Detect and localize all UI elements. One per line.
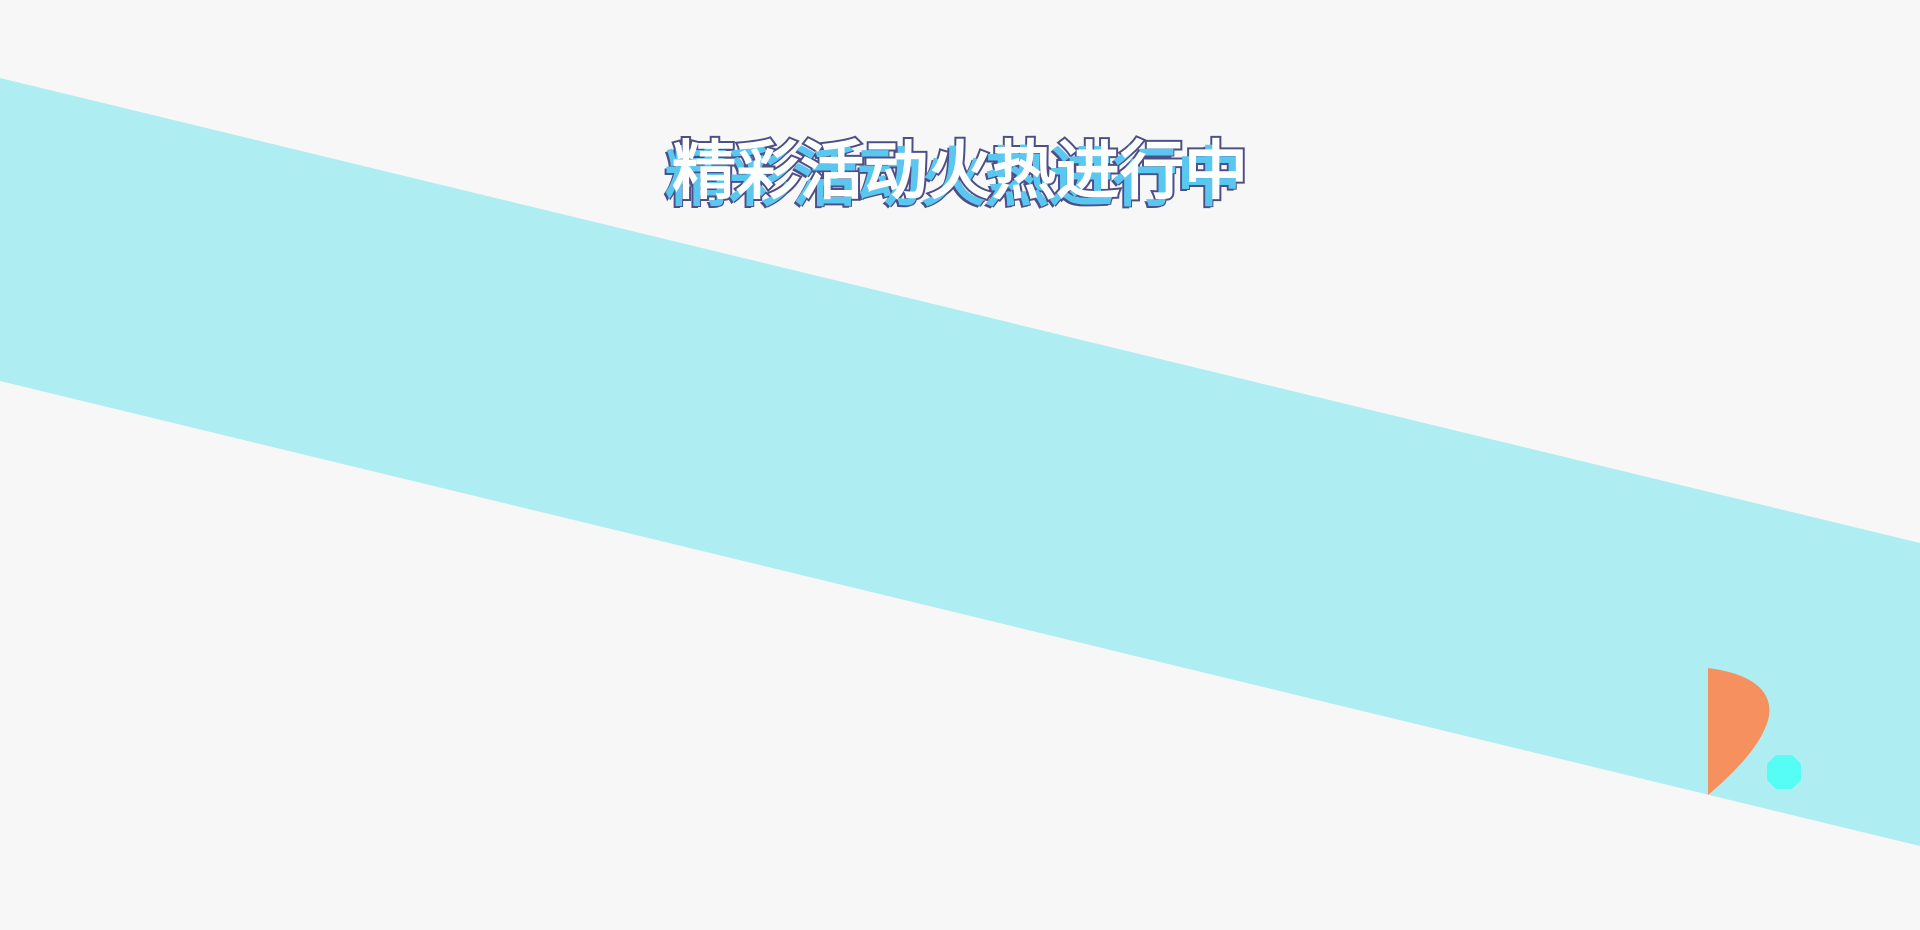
diagonal-band [0,78,1920,846]
leaf-icon [1708,668,1770,795]
octagon-dot-icon [1767,755,1801,789]
promo-headline: 精彩活动火热进行中 [670,135,1250,209]
